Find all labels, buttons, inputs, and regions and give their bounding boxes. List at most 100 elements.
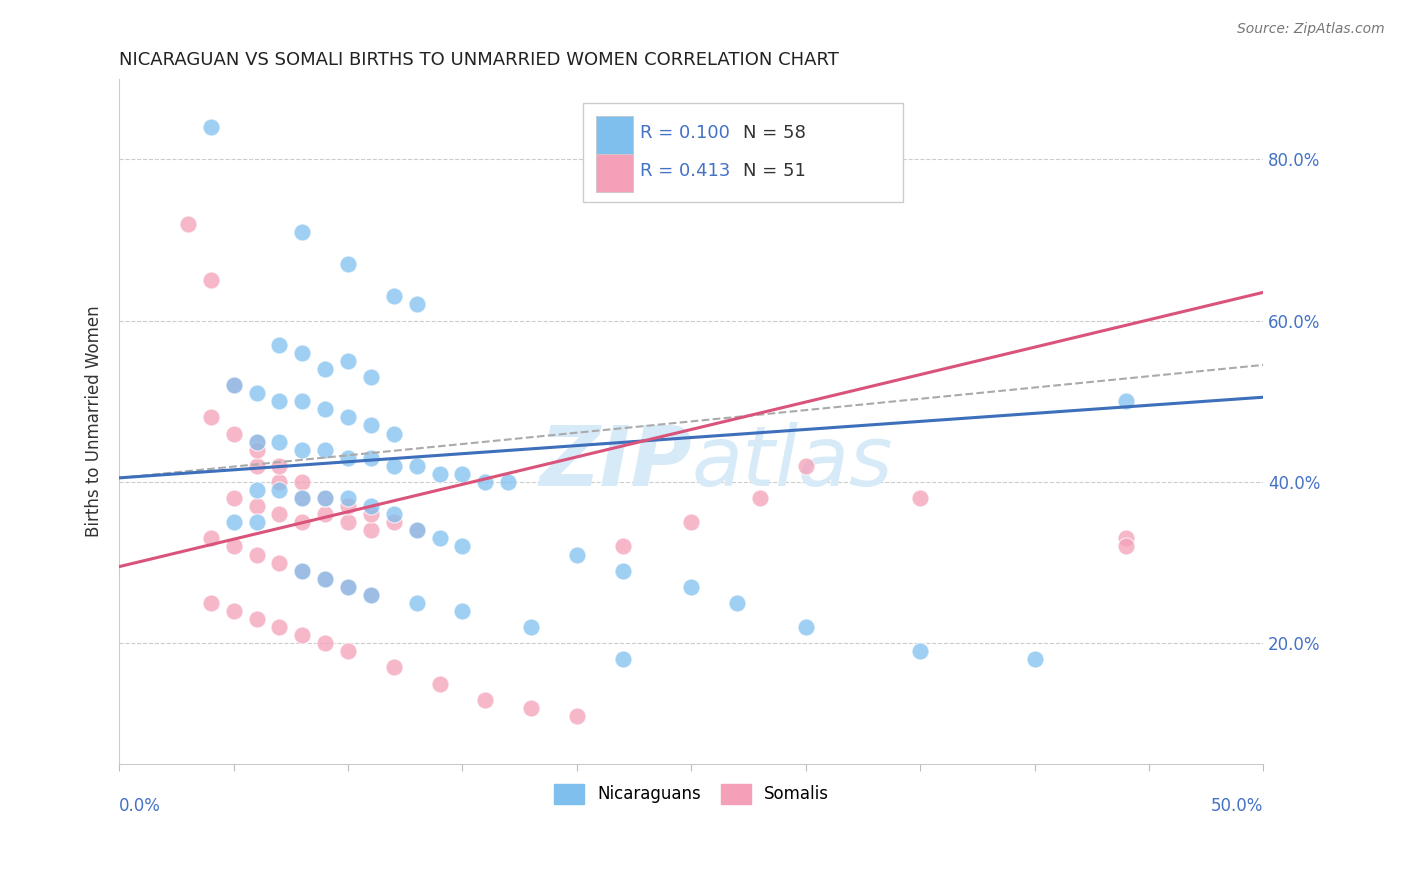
Point	[612, 564, 634, 578]
Point	[314, 507, 336, 521]
Point	[794, 620, 817, 634]
Point	[405, 524, 427, 538]
Point	[520, 700, 543, 714]
Point	[429, 467, 451, 481]
Text: atlas: atlas	[692, 422, 893, 503]
Point	[291, 564, 314, 578]
Text: ZIP: ZIP	[538, 422, 692, 503]
Point	[200, 273, 222, 287]
Point	[612, 540, 634, 554]
Point	[405, 297, 427, 311]
Point	[291, 515, 314, 529]
Point	[314, 636, 336, 650]
Point	[337, 580, 360, 594]
Point	[405, 596, 427, 610]
Y-axis label: Births to Unmarried Women: Births to Unmarried Women	[86, 306, 103, 537]
Point	[291, 225, 314, 239]
Point	[1115, 394, 1137, 409]
Point	[360, 524, 382, 538]
Point	[269, 507, 291, 521]
Point	[337, 499, 360, 513]
Point	[681, 515, 703, 529]
Point	[222, 491, 245, 505]
Text: R = 0.100: R = 0.100	[640, 124, 730, 143]
Point	[429, 532, 451, 546]
Point	[314, 572, 336, 586]
Point	[269, 556, 291, 570]
Point	[245, 434, 267, 449]
Point	[451, 467, 474, 481]
Point	[314, 491, 336, 505]
Point	[337, 515, 360, 529]
Point	[429, 676, 451, 690]
Point	[200, 120, 222, 134]
Point	[382, 426, 405, 441]
Point	[291, 628, 314, 642]
Point	[360, 499, 382, 513]
Point	[360, 450, 382, 465]
Point	[337, 450, 360, 465]
Point	[337, 354, 360, 368]
Point	[908, 644, 931, 658]
Point	[269, 483, 291, 497]
Point	[314, 402, 336, 417]
Point	[360, 507, 382, 521]
Point	[908, 491, 931, 505]
Text: N = 51: N = 51	[742, 162, 806, 180]
Point	[794, 458, 817, 473]
Point	[222, 515, 245, 529]
Point	[451, 604, 474, 618]
Point	[291, 346, 314, 360]
Point	[269, 394, 291, 409]
Point	[245, 442, 267, 457]
Point	[496, 475, 519, 489]
Point	[337, 580, 360, 594]
Point	[314, 491, 336, 505]
Point	[337, 491, 360, 505]
Point	[200, 410, 222, 425]
FancyBboxPatch shape	[596, 116, 633, 154]
Point	[222, 378, 245, 392]
Point	[382, 458, 405, 473]
Point	[269, 434, 291, 449]
Point	[681, 580, 703, 594]
Point	[291, 442, 314, 457]
Point	[245, 386, 267, 401]
Point	[1115, 540, 1137, 554]
Point	[382, 660, 405, 674]
Point	[245, 612, 267, 626]
Point	[222, 604, 245, 618]
Text: 50.0%: 50.0%	[1211, 797, 1264, 814]
Point	[245, 515, 267, 529]
Point	[360, 370, 382, 384]
Text: Source: ZipAtlas.com: Source: ZipAtlas.com	[1237, 22, 1385, 37]
Point	[749, 491, 772, 505]
Point	[337, 257, 360, 271]
Point	[451, 540, 474, 554]
Point	[382, 289, 405, 303]
Text: 0.0%: 0.0%	[120, 797, 162, 814]
Point	[222, 378, 245, 392]
Point	[269, 620, 291, 634]
Point	[565, 548, 588, 562]
Point	[360, 588, 382, 602]
Point	[1115, 532, 1137, 546]
FancyBboxPatch shape	[596, 154, 633, 192]
Point	[269, 338, 291, 352]
Point	[725, 596, 748, 610]
Point	[200, 532, 222, 546]
Point	[612, 652, 634, 666]
Point	[382, 507, 405, 521]
Point	[269, 475, 291, 489]
Point	[337, 410, 360, 425]
Point	[245, 458, 267, 473]
Point	[245, 434, 267, 449]
Text: NICARAGUAN VS SOMALI BIRTHS TO UNMARRIED WOMEN CORRELATION CHART: NICARAGUAN VS SOMALI BIRTHS TO UNMARRIED…	[120, 51, 839, 69]
Point	[474, 475, 496, 489]
Point	[405, 524, 427, 538]
Point	[291, 491, 314, 505]
Point	[200, 596, 222, 610]
Point	[314, 362, 336, 376]
Point	[222, 540, 245, 554]
Point	[360, 418, 382, 433]
